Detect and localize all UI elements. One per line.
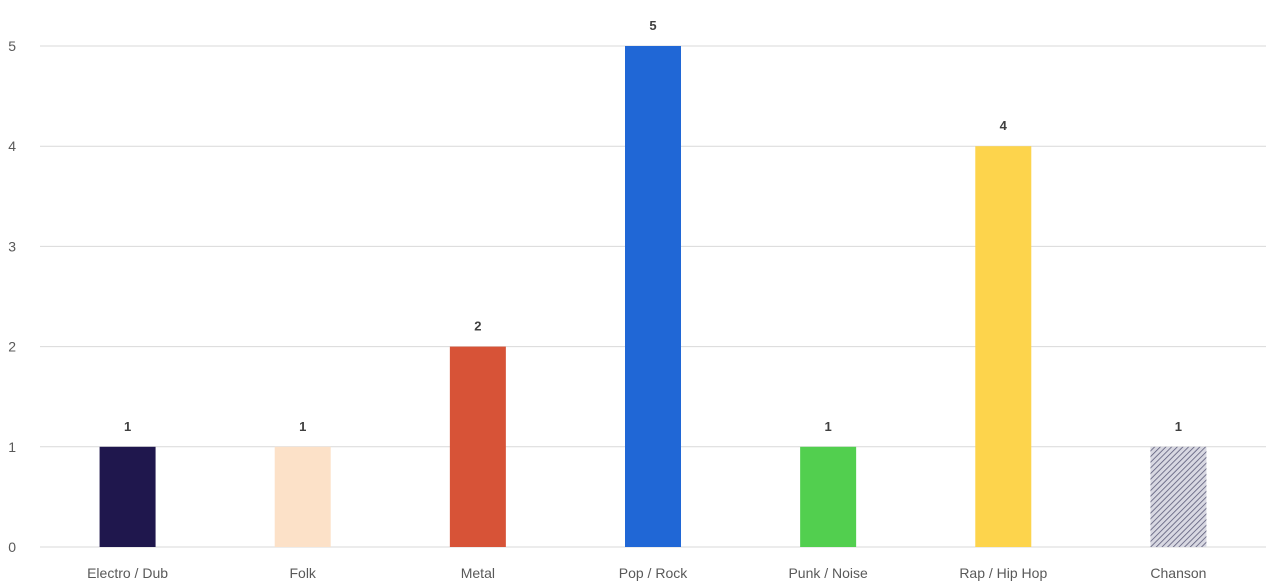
data-label: 1 <box>124 419 131 434</box>
bar-electro-dub <box>99 446 156 547</box>
data-label: 1 <box>1175 419 1182 434</box>
bar-folk <box>274 446 331 547</box>
data-labels: 1 1 2 5 1 4 1 <box>124 18 1182 434</box>
bars <box>99 46 1207 547</box>
bar-pop-rock <box>625 46 681 547</box>
y-tick-label: 0 <box>8 539 16 555</box>
y-tick-label: 2 <box>8 339 16 355</box>
x-category-label: Metal <box>461 565 495 581</box>
bar-punk-noise <box>800 446 857 547</box>
x-category-label: Electro / Dub <box>87 565 168 581</box>
x-category-label: Chanson <box>1150 565 1206 581</box>
data-label: 5 <box>649 18 656 33</box>
y-tick-label: 1 <box>8 439 16 455</box>
data-label: 4 <box>1000 118 1008 133</box>
x-category-label: Rap / Hip Hop <box>959 565 1047 581</box>
bar-rap-hip-hop <box>975 146 1032 547</box>
x-category-label: Punk / Noise <box>788 565 868 581</box>
y-tick-label: 5 <box>8 38 16 54</box>
x-category-label: Folk <box>289 565 316 581</box>
y-tick-label: 4 <box>8 138 16 154</box>
y-axis-tick-labels: 0 1 2 3 4 5 <box>8 38 16 555</box>
bar-metal <box>449 346 506 547</box>
y-tick-label: 3 <box>8 238 16 254</box>
bar-chanson <box>1150 446 1207 547</box>
data-label: 2 <box>474 319 481 334</box>
x-axis-category-labels: Electro / Dub Folk Metal Pop / Rock Punk / N… <box>87 565 1206 581</box>
x-category-label: Pop / Rock <box>619 565 688 581</box>
data-label: 1 <box>825 419 832 434</box>
data-label: 1 <box>299 419 306 434</box>
